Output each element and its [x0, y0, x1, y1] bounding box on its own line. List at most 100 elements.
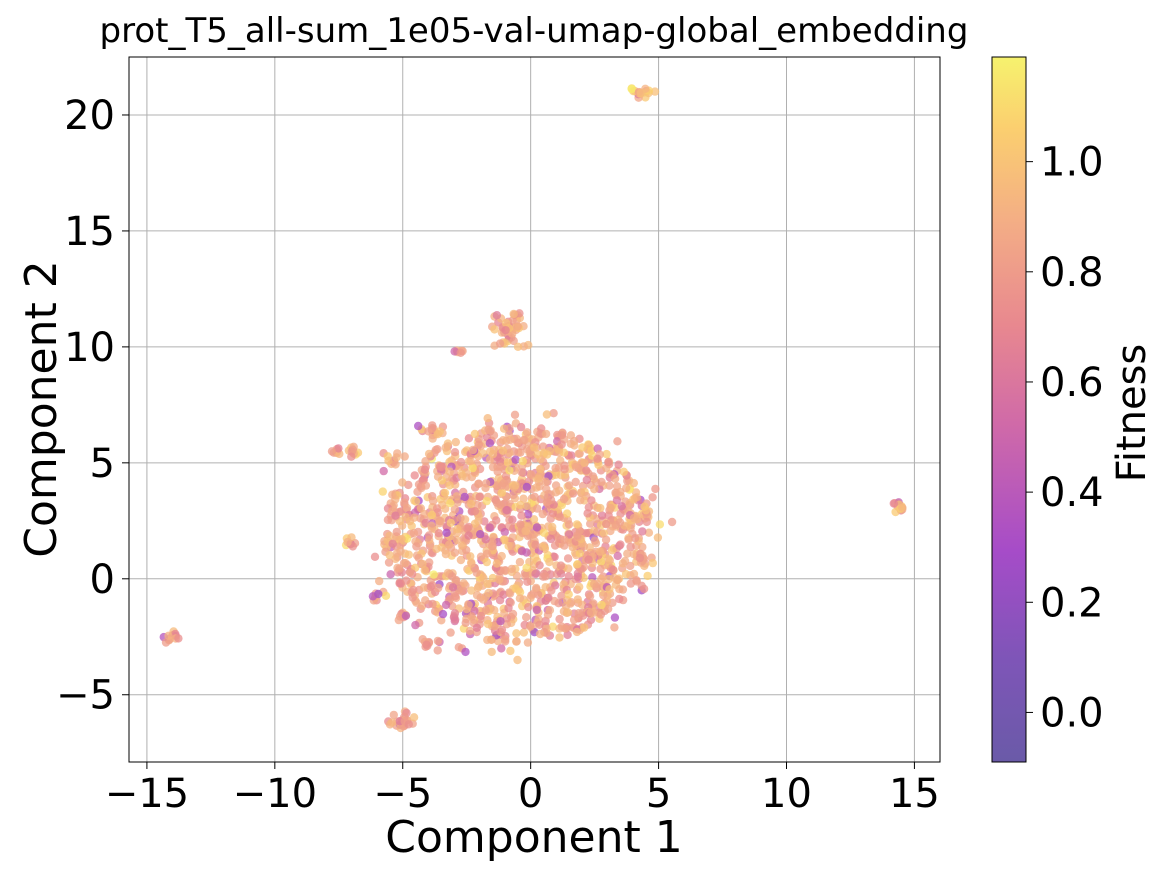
scatter-point [498, 436, 508, 445]
scatter-point [441, 504, 450, 513]
x-tick-label: 5 [646, 771, 671, 817]
scatter-point [467, 586, 476, 595]
scatter-point [601, 535, 611, 544]
scatter-point [393, 449, 402, 458]
scatter-point [468, 463, 477, 473]
scatter-point [507, 564, 516, 574]
scatter-point [456, 555, 466, 565]
scatter-point [420, 566, 429, 575]
scatter-point [587, 446, 596, 456]
scatter-point [409, 528, 419, 538]
scatter-point [629, 513, 639, 523]
scatter-point [526, 622, 535, 631]
scatter-point [456, 514, 465, 523]
scatter-point [557, 440, 566, 449]
scatter-point [385, 531, 394, 541]
scatter-point [632, 493, 641, 502]
scatter-point [334, 444, 343, 453]
scatter-point [560, 624, 570, 633]
scatter-point [592, 582, 601, 591]
scatter-point [434, 583, 443, 593]
scatter-point [368, 592, 378, 601]
scatter-point [521, 526, 530, 536]
scatter-point [446, 518, 455, 528]
scatter-point [388, 539, 397, 548]
scatter-point [648, 558, 657, 568]
scatter-point [433, 636, 443, 646]
scatter-point [556, 561, 566, 570]
scatter-point [574, 609, 583, 618]
scatter-point [555, 512, 565, 521]
scatter-point [481, 479, 491, 488]
scatter-point [579, 623, 589, 632]
scatter-point [582, 475, 591, 485]
scatter-point [448, 583, 458, 592]
scatter-point [505, 466, 514, 475]
scatter-point [599, 529, 608, 538]
scatter-point [599, 590, 608, 600]
scatter-point [454, 643, 463, 652]
scatter-point [563, 608, 573, 617]
scatter-point [889, 499, 898, 508]
scatter-point [507, 541, 516, 551]
scatter-point [441, 550, 451, 559]
scatter-point [490, 622, 499, 631]
scatter-point [546, 514, 555, 523]
scatter-point [542, 410, 552, 419]
scatter-point [407, 588, 416, 597]
scatter-point [613, 551, 622, 561]
scatter-point [522, 482, 531, 492]
scatter-point [517, 511, 526, 520]
scatter-point [501, 635, 510, 644]
scatter-point [575, 549, 584, 558]
scatter-point [497, 488, 507, 497]
scatter-point [559, 494, 569, 504]
scatter-point [597, 574, 606, 583]
x-tick-label: 15 [889, 771, 940, 817]
scatter-point [395, 564, 404, 573]
scatter-point [516, 422, 526, 432]
scatter-point [487, 542, 496, 551]
scatter-point [492, 559, 502, 568]
y-axis-ticks: −5 0 5 10 15 20 [56, 93, 129, 719]
scatter-point [497, 644, 506, 653]
scatter-point [548, 622, 557, 631]
scatter-point [505, 589, 515, 598]
scatter-point [655, 520, 665, 529]
scatter-point [606, 526, 615, 536]
scatter-point [391, 460, 400, 469]
scatter-point [580, 458, 589, 468]
scatter-point [597, 477, 606, 487]
scatter-point [456, 457, 466, 467]
scatter-point [573, 531, 582, 540]
scatter-point [467, 559, 476, 568]
scatter-point [428, 421, 437, 430]
scatter-point [586, 608, 596, 617]
scatter-point [532, 605, 541, 615]
scatter-point [583, 509, 592, 518]
scatter-point [597, 600, 606, 610]
scatter-point [509, 309, 518, 319]
scatter-point [396, 546, 405, 556]
scatter-point [421, 596, 430, 605]
scatter-point [531, 540, 540, 550]
scatter-point [457, 541, 467, 550]
x-axis-label: Component 1 [385, 812, 682, 863]
scatter-point [485, 439, 495, 448]
scatter-point [573, 572, 582, 581]
scatter-point [437, 462, 446, 472]
scatter-point [466, 456, 475, 466]
scatter-point [564, 572, 573, 581]
plot-frame [128, 56, 941, 763]
scatter-point [618, 585, 628, 594]
scatter-point [519, 494, 528, 503]
scatter-point [378, 487, 387, 496]
scatter-point [610, 623, 619, 632]
scatter-point [504, 603, 513, 613]
y-tick-label: −5 [56, 673, 115, 719]
scatter-point [451, 592, 460, 601]
scatter-point [480, 517, 489, 526]
y-tick-label: 5 [90, 441, 115, 487]
scatter-point [391, 511, 400, 520]
